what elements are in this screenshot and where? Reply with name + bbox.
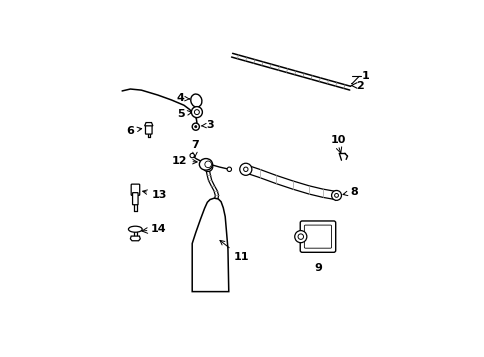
Text: 7: 7 xyxy=(191,140,198,157)
FancyBboxPatch shape xyxy=(131,184,139,195)
Ellipse shape xyxy=(190,94,201,107)
Text: 5: 5 xyxy=(177,109,192,119)
Text: 2: 2 xyxy=(355,81,363,91)
FancyBboxPatch shape xyxy=(145,125,152,134)
Circle shape xyxy=(294,231,306,243)
FancyBboxPatch shape xyxy=(132,193,138,205)
Ellipse shape xyxy=(199,159,212,170)
Circle shape xyxy=(191,107,202,117)
Ellipse shape xyxy=(128,226,142,232)
Circle shape xyxy=(194,126,197,128)
Circle shape xyxy=(331,190,341,200)
Polygon shape xyxy=(130,236,140,241)
Text: 14: 14 xyxy=(151,224,166,234)
Text: 1: 1 xyxy=(361,71,369,81)
Text: 8: 8 xyxy=(342,187,357,197)
Text: 13: 13 xyxy=(142,190,167,200)
Circle shape xyxy=(239,163,251,175)
Text: 12: 12 xyxy=(172,156,197,166)
Circle shape xyxy=(202,162,212,171)
Polygon shape xyxy=(192,198,228,292)
Text: 9: 9 xyxy=(313,263,321,273)
Text: 10: 10 xyxy=(330,135,345,145)
Text: 3: 3 xyxy=(201,120,214,130)
FancyBboxPatch shape xyxy=(300,221,335,252)
Text: 4: 4 xyxy=(176,94,189,104)
Circle shape xyxy=(192,123,199,130)
Circle shape xyxy=(190,154,194,158)
Text: 11: 11 xyxy=(220,240,248,262)
Polygon shape xyxy=(144,122,152,126)
Text: 6: 6 xyxy=(125,126,141,136)
Circle shape xyxy=(227,167,231,171)
